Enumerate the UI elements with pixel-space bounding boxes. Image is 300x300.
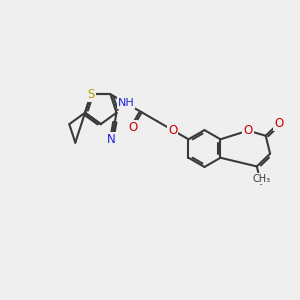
Text: O: O [128,122,137,134]
Text: S: S [87,88,95,101]
Text: N: N [107,134,116,146]
Text: NH: NH [118,98,134,108]
Text: CH₃: CH₃ [252,174,270,184]
Text: O: O [168,124,178,137]
Text: O: O [243,124,253,137]
Text: O: O [274,117,283,130]
